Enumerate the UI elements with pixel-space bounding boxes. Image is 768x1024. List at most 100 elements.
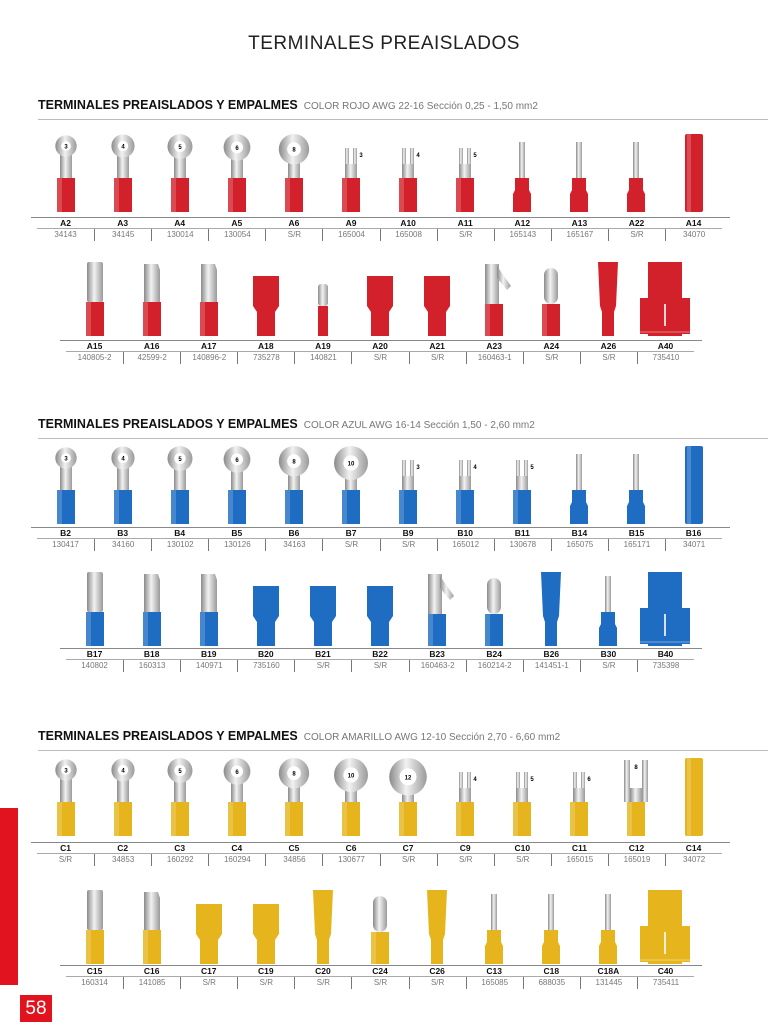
terminal-flag-image xyxy=(409,566,466,646)
terminal-female-image xyxy=(180,566,237,646)
section-title: TERMINALES PREAISLADOS Y EMPALMES xyxy=(38,98,298,112)
terminal-pin-icon xyxy=(627,142,646,212)
product-code: A11 xyxy=(436,218,494,229)
product-code: A16 xyxy=(123,341,181,352)
product-column: B6 34163 xyxy=(265,528,323,551)
product-reference: 130126 xyxy=(208,539,265,551)
terminal-tap-image xyxy=(637,566,694,646)
product-reference: 130678 xyxy=(493,539,551,551)
product-reference: 735278 xyxy=(237,352,294,364)
product-column: A6 S/R xyxy=(265,218,323,241)
product-code: C11 xyxy=(550,843,608,854)
product-column: C6 130677 xyxy=(322,843,380,866)
product-code: A10 xyxy=(379,218,437,229)
product-column: A4 130014 xyxy=(151,218,209,241)
terminal-female-image xyxy=(180,256,237,336)
terminal-male-icon xyxy=(85,572,104,646)
product-reference: S/R xyxy=(607,229,665,241)
product-code: B40 xyxy=(636,649,695,660)
product-code: B14 xyxy=(550,528,608,539)
product-reference: 34160 xyxy=(94,539,151,551)
product-reference: 140802 xyxy=(81,661,108,670)
page-number: 58 xyxy=(20,995,52,1022)
product-column: C15 160314 xyxy=(66,966,124,989)
product-reference: S/R xyxy=(436,854,494,866)
product-reference: 140821 xyxy=(294,352,351,364)
terminal-fork-image: 4 xyxy=(437,444,494,524)
product-code: B30 xyxy=(579,649,637,660)
terminal-bullet-icon xyxy=(542,268,561,336)
product-code: A15 xyxy=(66,341,124,352)
product-column: B7 S/R xyxy=(322,528,380,551)
product-code: A5 xyxy=(208,218,266,229)
terminal-ring-icon: 3 xyxy=(54,135,77,212)
section-title: TERMINALES PREAISLADOS Y EMPALMES xyxy=(38,729,298,743)
terminal-ring-image: 8 xyxy=(265,132,322,212)
terminal-ring-icon: 6 xyxy=(223,758,251,836)
product-reference: 130014 xyxy=(151,229,208,241)
product-reference: S/R xyxy=(579,352,637,364)
terminal-butt-image xyxy=(665,756,722,836)
terminal-pin-image xyxy=(580,884,637,964)
product-code: C4 xyxy=(208,843,266,854)
svg-text:8: 8 xyxy=(292,460,296,466)
product-code: C26 xyxy=(408,966,466,977)
terminal-tap-image xyxy=(637,256,694,336)
product-reference: 165019 xyxy=(607,854,665,866)
product-reference: S/R xyxy=(294,977,351,989)
product-code: A23 xyxy=(465,341,523,352)
terminal-female-icon xyxy=(142,892,161,964)
product-column: A40 735410 xyxy=(636,341,695,364)
product-code: C1 xyxy=(37,843,95,854)
product-code: A4 xyxy=(151,218,209,229)
terminal-pin-image xyxy=(494,132,551,212)
terminal-pin-image xyxy=(608,444,665,524)
product-column: C26 S/R xyxy=(408,966,466,989)
terminal-fork-icon: 4 xyxy=(456,772,478,836)
terminal-small-pin-icon xyxy=(317,284,328,336)
product-code: C18A xyxy=(579,966,637,977)
svg-text:4: 4 xyxy=(474,465,478,471)
svg-text:6: 6 xyxy=(235,146,239,152)
product-column: B20 735160 xyxy=(237,649,295,672)
section-title: TERMINALES PREAISLADOS Y EMPALMES xyxy=(38,417,298,431)
product-image-row: 3 4 5 6 8 10 12 4 5 6 8 xyxy=(37,756,722,836)
product-reference: S/R xyxy=(180,977,237,989)
product-reference: 160463-2 xyxy=(408,660,466,672)
product-reference: 34072 xyxy=(665,854,722,866)
product-reference: 735410 xyxy=(636,352,694,364)
svg-text:3: 3 xyxy=(416,465,420,471)
svg-text:10: 10 xyxy=(348,774,355,780)
product-reference: 140896-2 xyxy=(180,352,237,364)
product-reference: 130677 xyxy=(322,854,379,866)
terminal-male-image xyxy=(66,256,123,336)
product-column: A16 42599-2 xyxy=(123,341,181,364)
terminal-male-image xyxy=(66,884,123,964)
product-reference: 34163 xyxy=(265,539,322,551)
terminal-pin-icon xyxy=(542,894,561,964)
product-column: C24 S/R xyxy=(351,966,409,989)
product-reference: 34853 xyxy=(94,854,151,866)
product-reference: S/R xyxy=(294,660,351,672)
product-image-row: 3 4 5 6 8 10 3 4 5 xyxy=(37,444,722,524)
product-code: A24 xyxy=(522,341,580,352)
product-code: C24 xyxy=(351,966,409,977)
product-column: A17 140896-2 xyxy=(180,341,238,364)
product-code: A9 xyxy=(322,218,380,229)
terminal-female-icon xyxy=(199,264,218,336)
product-column: A12 165143 xyxy=(493,218,551,241)
terminal-fork-image: 5 xyxy=(494,756,551,836)
product-code: B6 xyxy=(265,528,323,539)
product-code: C13 xyxy=(465,966,523,977)
product-code: B18 xyxy=(123,649,181,660)
product-column: C14 34072 xyxy=(665,843,723,866)
terminal-insulated-image xyxy=(237,884,294,964)
product-reference: 165167 xyxy=(550,229,608,241)
product-code: B21 xyxy=(294,649,352,660)
product-reference: S/R xyxy=(493,854,551,866)
product-code: A13 xyxy=(550,218,608,229)
product-column: A13 165167 xyxy=(550,218,608,241)
terminal-female-image xyxy=(123,884,180,964)
terminal-pin-image xyxy=(551,132,608,212)
product-column: C19 S/R xyxy=(237,966,295,989)
